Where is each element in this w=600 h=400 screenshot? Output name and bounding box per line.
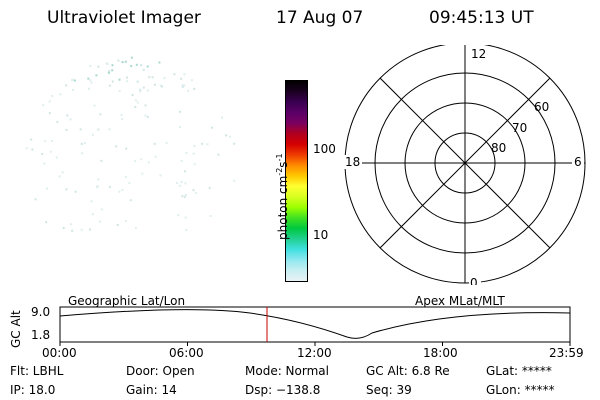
gain-value: Gain: 14 — [126, 383, 177, 397]
xtick-1800: 18:00 — [423, 346, 458, 360]
observation-date: 17 Aug 07 — [276, 8, 364, 28]
filter-value: Flt: LBHL — [10, 364, 64, 378]
colorbar-gradient — [286, 81, 307, 281]
xtick-2359: 23:59 — [549, 346, 584, 360]
mlat-label-80: 80 — [491, 141, 506, 155]
altitude-timeline — [59, 306, 571, 346]
colorbar-tick-100: 100 — [313, 142, 336, 156]
ip-value: IP: 18.0 — [10, 383, 56, 397]
xtick-0000: 00:00 — [42, 346, 77, 360]
mlt-label-12: 12 — [471, 47, 486, 61]
mlt-label-0: 0 — [470, 276, 478, 285]
auroral-image — [25, 56, 236, 232]
ytick-1-8: 1.8 — [31, 328, 51, 342]
glon-value: GLon: ***** — [486, 383, 555, 397]
door-value: Door: Open — [126, 364, 195, 378]
altitude-curve — [59, 309, 571, 339]
mlt-label-18: 18 — [345, 155, 360, 169]
apex-coords-header: Apex MLat/MLT — [415, 294, 505, 308]
colorbar-label: photon cm-2s-1 — [275, 153, 290, 240]
colorbar — [285, 80, 308, 282]
seq-value: Seq: 39 — [366, 383, 412, 397]
dsp-value: Dsp: −138.8 — [245, 383, 321, 397]
observation-time: 09:45:13 UT — [429, 8, 534, 28]
instrument-title: Ultraviolet Imager — [47, 8, 201, 28]
mlat-label-70: 70 — [512, 121, 527, 135]
xtick-1200: 12:00 — [297, 346, 332, 360]
colorbar-tick-10: 10 — [313, 228, 329, 242]
mlt-label-6: 6 — [574, 155, 582, 169]
gc-alt-value: GC Alt: 6.8 Re — [366, 364, 450, 378]
timeline-ylabel: GC Alt — [9, 310, 23, 348]
mode-value: Mode: Normal — [245, 364, 329, 378]
mlat-label-60: 60 — [534, 100, 549, 114]
timeline-frame — [59, 306, 571, 343]
polar-grid: 12 0 18 6 60 70 80 — [344, 45, 586, 285]
geo-coords-header: Geographic Lat/Lon — [68, 294, 186, 308]
ytick-9: 9.0 — [31, 305, 51, 319]
auroral-speckles — [25, 56, 236, 232]
glat-value: GLat: ***** — [486, 364, 552, 378]
xtick-0600: 06:00 — [169, 346, 204, 360]
polar-diagonal-2 — [379, 77, 551, 249]
